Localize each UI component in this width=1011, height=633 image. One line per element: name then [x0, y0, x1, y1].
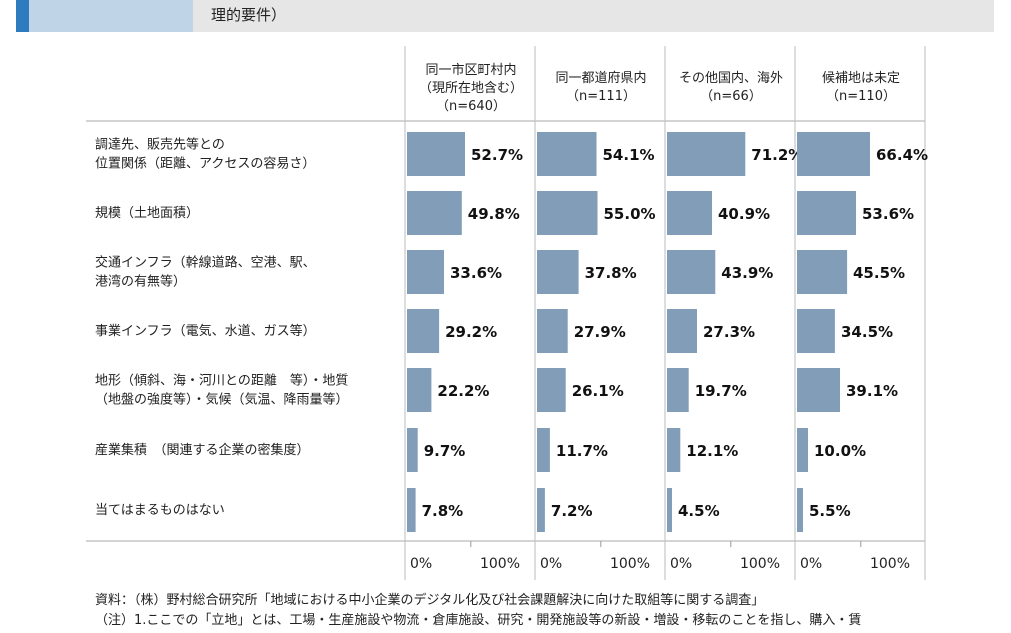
bar	[797, 368, 840, 412]
bar	[537, 250, 579, 294]
data-label: 22.2%	[437, 382, 489, 400]
bar	[797, 250, 848, 294]
data-label: 12.1%	[686, 442, 738, 460]
category-label: 規模（土地面積）	[95, 206, 199, 221]
bar	[667, 132, 746, 176]
bar	[797, 428, 808, 472]
bar	[407, 250, 444, 294]
column-header-line: 候補地は未定	[822, 71, 900, 86]
data-label: 27.9%	[574, 323, 626, 341]
tick-label: 100%	[480, 556, 520, 572]
tick-label: 0%	[540, 556, 562, 572]
column-header-line: （n=640）	[436, 99, 506, 114]
tick-label: 100%	[610, 556, 650, 572]
data-label: 7.8%	[422, 502, 464, 520]
column-header-line: 同一市区町村内	[425, 62, 516, 78]
bar	[407, 368, 432, 412]
data-label: 19.7%	[695, 382, 747, 400]
source-note: 資料：（株）野村総合研究所「地域における中小企業のデジタル化及び社会課題解決に向…	[95, 593, 765, 608]
tick-label: 0%	[410, 556, 432, 572]
bar	[537, 428, 550, 472]
tick-label: 0%	[670, 556, 692, 572]
bar	[407, 488, 416, 532]
category-label: 事業インフラ（電気、水道、ガス等）	[95, 323, 316, 339]
bar	[537, 368, 566, 412]
category-label: 港湾の有無等）	[95, 274, 186, 290]
category-label: 位置関係（距離、アクセスの容易さ）	[95, 156, 315, 172]
bar	[537, 488, 545, 532]
category-label: （地盤の強度等）・気候（気温、降雨量等）	[95, 392, 349, 408]
bar	[407, 191, 462, 235]
bar	[667, 428, 681, 472]
page-title: 理的要件）	[211, 6, 287, 24]
title-light-block	[29, 0, 193, 32]
category-label: 交通インフラ（幹線道路、空港、駅、	[95, 255, 316, 271]
data-label: 71.2%	[751, 146, 803, 164]
data-label: 52.7%	[471, 146, 523, 164]
column-header-line: （n=66）	[700, 89, 762, 104]
bar	[537, 309, 568, 353]
data-label: 45.5%	[853, 264, 905, 282]
bar	[667, 488, 672, 532]
column-header-line: （n=111）	[566, 89, 636, 104]
bar	[667, 309, 697, 353]
data-label: 33.6%	[450, 264, 502, 282]
title-accent-stripe	[16, 0, 29, 32]
tick-label: 100%	[740, 556, 780, 572]
data-label: 37.8%	[585, 264, 637, 282]
data-label: 40.9%	[718, 205, 770, 223]
bar	[797, 309, 835, 353]
category-label: 地形（傾斜、海・河川との距離 等）・地質	[95, 373, 348, 389]
data-label: 54.1%	[603, 146, 655, 164]
data-label: 43.9%	[721, 264, 773, 282]
data-label: 29.2%	[445, 323, 497, 341]
column-header-line: 同一都道府県内	[555, 70, 646, 86]
bar	[407, 132, 465, 176]
bar	[797, 488, 803, 532]
category-label: 産業集積 （関連する企業の密集度）	[95, 442, 310, 458]
bar	[797, 132, 870, 176]
data-label: 39.1%	[846, 382, 898, 400]
category-label: 当てはまるものはない	[95, 503, 225, 518]
tick-label: 0%	[800, 556, 822, 572]
bar	[537, 132, 597, 176]
data-label: 27.3%	[703, 323, 755, 341]
data-label: 10.0%	[814, 442, 866, 460]
data-label: 34.5%	[841, 323, 893, 341]
data-label: 9.7%	[424, 442, 466, 460]
data-label: 53.6%	[862, 205, 914, 223]
bar	[407, 309, 440, 353]
bar	[667, 191, 712, 235]
data-label: 4.5%	[678, 502, 720, 520]
bar	[537, 191, 598, 235]
footnote: （注）1.ここでの「立地」とは、工場・生産施設や物流・倉庫施設、研究・開発施設等…	[95, 613, 862, 628]
data-label: 7.2%	[551, 502, 593, 520]
data-label: 5.5%	[809, 502, 851, 520]
bar	[407, 428, 418, 472]
tick-label: 100%	[870, 556, 910, 572]
data-label: 55.0%	[604, 205, 656, 223]
column-header-line: （現所在地含む）	[419, 80, 523, 96]
bar	[667, 368, 689, 412]
data-label: 66.4%	[876, 146, 928, 164]
bar	[797, 191, 856, 235]
column-header-line: （n=110）	[826, 89, 896, 104]
data-label: 49.8%	[468, 205, 520, 223]
data-label: 11.7%	[556, 442, 608, 460]
column-header-line: その他国内、海外	[679, 70, 783, 86]
data-label: 26.1%	[572, 382, 624, 400]
category-label: 調達先、販売先等との	[95, 137, 225, 153]
bar	[667, 250, 716, 294]
